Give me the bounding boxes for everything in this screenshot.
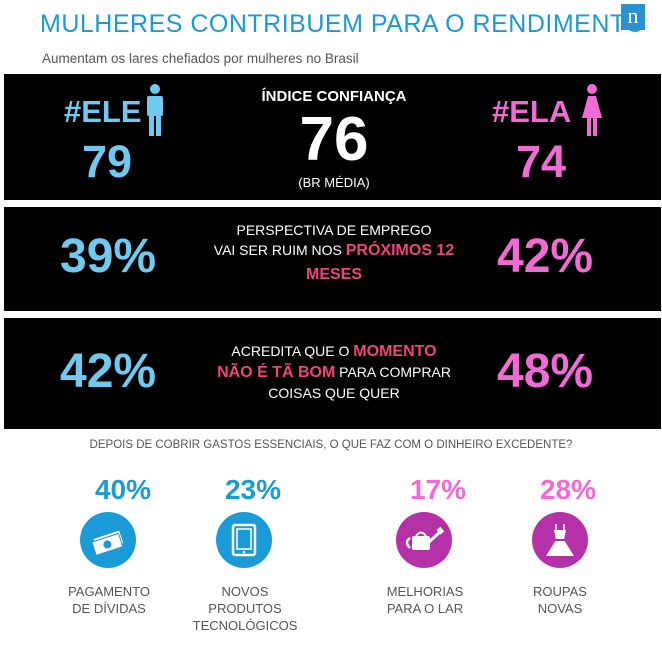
confidence-label: ÍNDICE CONFIANÇA: [261, 88, 407, 105]
male-job-pct: 39%: [60, 230, 157, 283]
job-outlook-panel: 39% PERSPECTIVA DE EMPREGO VAI SER RUIM …: [4, 207, 661, 311]
job-outlook-highlight1: PRÓXIMOS 12: [345, 242, 455, 259]
option-label-tech-line3: TECNOLÓGICOS: [192, 618, 298, 633]
job-outlook-highlight2: MESES: [305, 266, 362, 283]
option-pct-clothes: 28%: [539, 474, 597, 505]
debt-circle: [80, 512, 136, 568]
male-figure-icon: [147, 84, 163, 136]
page-title: MULHERES CONTRIBUEM PARA O RENDIMENTO: [40, 10, 646, 38]
job-outlook-text: PERSPECTIVA DE EMPREGO VAI SER RUIM NOS …: [194, 220, 474, 285]
option-label-home-line2: PARA O LAR: [386, 601, 464, 616]
clothes-circle: [532, 512, 588, 568]
female-figure-icon: [582, 84, 602, 136]
option-pct-tech: 23%: [224, 474, 282, 505]
option-label-debt-line1: PAGAMENTO: [68, 584, 150, 599]
female-job-pct: 42%: [497, 230, 594, 283]
buy-moment-highlight1: MOMENTO: [353, 343, 437, 360]
option-label-clothes-line1: ROUPAS: [533, 584, 587, 599]
option-label-clothes: ROUPAS NOVAS: [495, 583, 625, 617]
option-label-tech-line2: PRODUTOS: [208, 601, 282, 616]
home-circle: [396, 512, 452, 568]
option-pct-debt: 40%: [94, 474, 152, 505]
option-label-tech-line1: NOVOS: [221, 584, 269, 599]
option-label-home: MELHORIAS PARA O LAR: [360, 583, 490, 617]
job-outlook-line1: PERSPECTIVA DE EMPREGO: [236, 222, 432, 238]
female-tag: #ELA: [492, 94, 572, 129]
tablet-icon: [231, 523, 257, 557]
job-outlook-line2: VAI SER RUIM NOS: [213, 242, 346, 258]
option-label-tech: NOVOS PRODUTOS TECNOLÓGICOS: [180, 583, 310, 634]
buy-moment-highlight2: NÃO É TÃ BOM: [217, 364, 336, 381]
confidence-value: 76: [299, 105, 369, 174]
option-label-clothes-line2: NOVAS: [537, 601, 583, 616]
buy-moment-panel: 42% ACREDITA QUE O MOMENTO NÃO É TÃ BOM …: [4, 318, 661, 429]
female-buy-pct: 48%: [497, 345, 594, 398]
dress-icon: [546, 524, 574, 556]
page-subtitle: Aumentam os lares chefiados por mulheres…: [42, 51, 359, 66]
confidence-note: (BR MÉDIA): [298, 175, 370, 190]
option-label-debt-line2: DE DÍVIDAS: [72, 601, 146, 616]
male-confidence-value: 79: [82, 136, 133, 187]
buy-moment-line1: ACREDITA QUE O: [231, 343, 354, 359]
option-label-debt: PAGAMENTO DE DÍVIDAS: [44, 583, 174, 617]
money-icon: [91, 529, 125, 557]
buy-moment-text: ACREDITA QUE O MOMENTO NÃO É TÃ BOM PARA…: [194, 341, 474, 403]
tech-circle: [216, 512, 272, 568]
male-buy-pct: 42%: [60, 345, 157, 398]
option-pct-home: 17%: [409, 474, 467, 505]
option-label-home-line1: MELHORIAS: [386, 584, 464, 599]
confidence-center: ÍNDICE CONFIANÇA 76 (BR MÉDIA): [204, 88, 464, 190]
watering-can-icon: [405, 526, 445, 550]
spending-question: DEPOIS DE COBRIR GASTOS ESSENCIAIS, O QU…: [89, 439, 573, 451]
buy-moment-line2: PARA COMPRAR: [335, 364, 451, 380]
brand-logo: n: [621, 4, 645, 30]
male-tag: #ELE: [64, 94, 142, 129]
buy-moment-line3: COISAS QUE QUER: [268, 385, 400, 401]
female-confidence-value: 74: [516, 136, 567, 187]
confidence-panel: #ELE 79 ÍNDICE CONFIANÇA 76 (BR MÉDIA) #…: [4, 74, 661, 200]
